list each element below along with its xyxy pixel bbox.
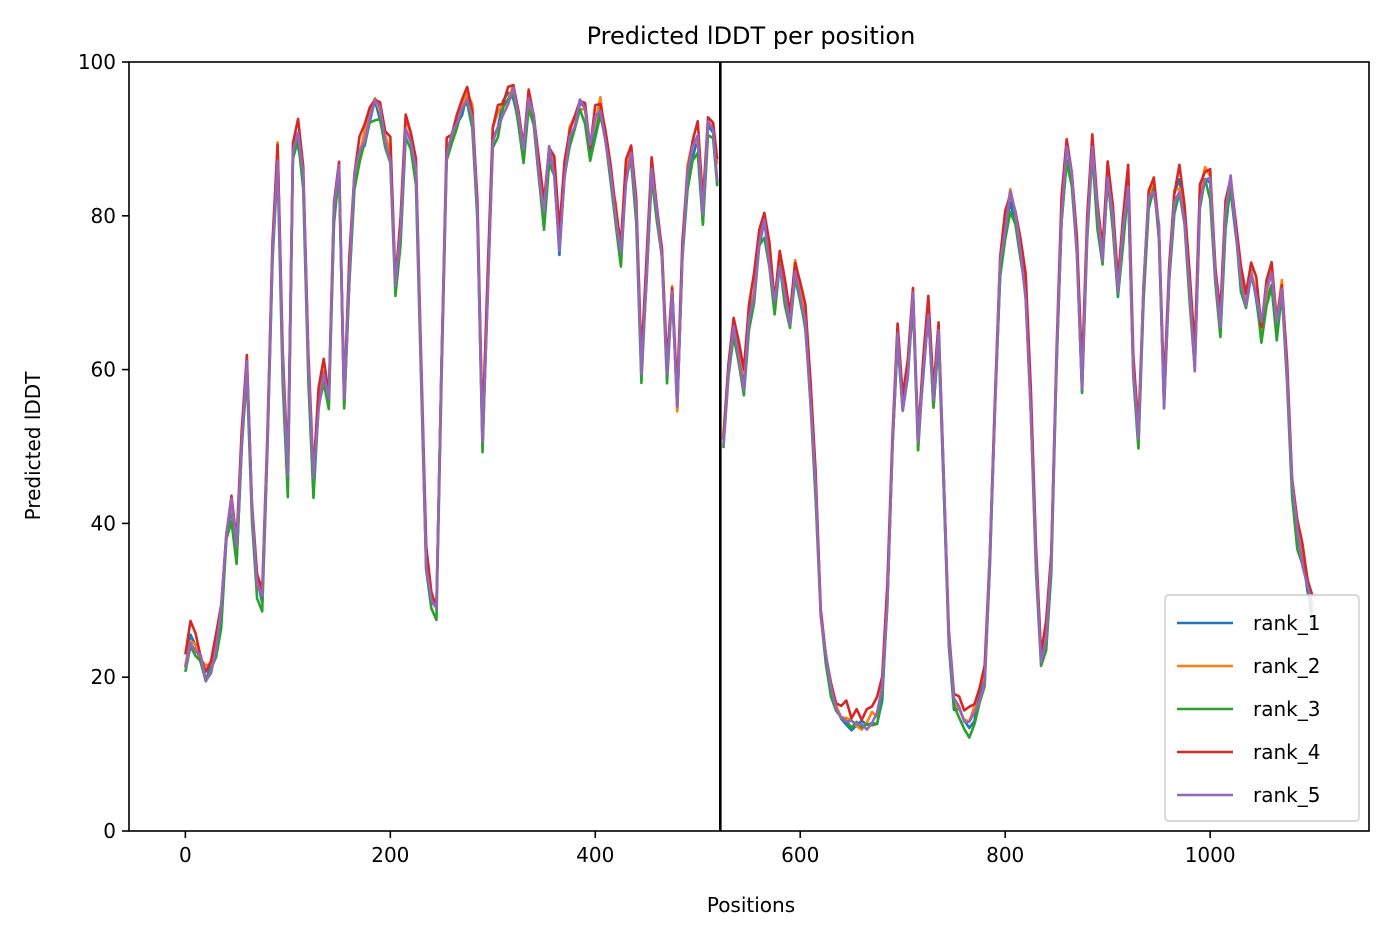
x-tick-label: 400 — [576, 843, 614, 867]
legend-label: rank_1 — [1253, 611, 1320, 635]
plot-area — [184, 62, 1314, 831]
legend-label: rank_5 — [1253, 783, 1320, 807]
legend-label: rank_4 — [1253, 740, 1320, 764]
legend-item-rank_1: rank_1 — [1177, 611, 1320, 635]
legend-item-rank_3: rank_3 — [1177, 697, 1320, 721]
legend-label: rank_3 — [1253, 697, 1320, 721]
chart-title: Predicted lDDT per position — [587, 22, 916, 50]
y-tick-label: 0 — [103, 819, 116, 843]
y-axis-title: Predicted lDDT — [21, 371, 45, 521]
x-tick-label: 600 — [781, 843, 819, 867]
axes: 0 200 400 600 800 1000 0 20 40 60 80 100 — [78, 50, 1236, 867]
x-tick-label: 200 — [371, 843, 409, 867]
legend: rank_1 rank_2 rank_3 rank_4 rank_5 — [1164, 594, 1360, 822]
y-tick-label: 40 — [91, 511, 116, 535]
x-tick-label: 0 — [179, 843, 192, 867]
legend-label: rank_2 — [1253, 654, 1320, 678]
legend-box — [1164, 594, 1360, 822]
x-tick-label: 800 — [986, 843, 1024, 867]
legend-item-rank_4: rank_4 — [1177, 740, 1320, 764]
y-tick-label: 60 — [91, 358, 116, 382]
y-tick-label: 100 — [78, 50, 116, 74]
series-line-rank_5 — [184, 86, 1314, 731]
plot-frame — [128, 61, 1370, 832]
y-tick-label: 80 — [91, 204, 116, 228]
x-axis-title: Positions — [707, 893, 795, 917]
legend-item-rank_5: rank_5 — [1177, 783, 1320, 807]
y-tick-label: 20 — [91, 665, 116, 689]
x-tick-label: 1000 — [1185, 843, 1236, 867]
legend-item-rank_2: rank_2 — [1177, 654, 1320, 678]
